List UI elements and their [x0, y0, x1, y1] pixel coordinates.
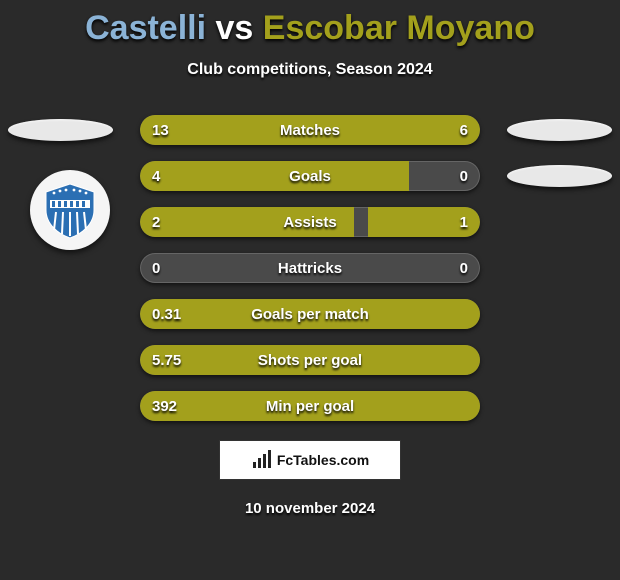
stat-bar-left	[140, 207, 354, 237]
stat-bar-left	[140, 161, 409, 191]
stat-value-left: 2	[152, 207, 160, 237]
stat-value-right: 1	[460, 207, 468, 237]
stat-bar: 392Min per goal	[140, 391, 480, 421]
player-plate-right	[507, 165, 612, 187]
stat-bar-left	[140, 115, 361, 145]
stat-bar-left	[140, 391, 480, 421]
bar-chart-icon	[251, 450, 273, 470]
stat-value-left: 5.75	[152, 345, 181, 375]
stat-row: 392Min per goal	[0, 391, 620, 421]
player-plate-left	[8, 119, 113, 141]
title-player2: Escobar Moyano	[263, 9, 535, 47]
stat-row: 40Goals	[0, 161, 620, 191]
stat-bar-left	[140, 345, 480, 375]
stat-value-left: 0.31	[152, 299, 181, 329]
stat-label: Hattricks	[140, 253, 480, 283]
watermark-text: FcTables.com	[277, 452, 369, 468]
stat-bar: 0.31Goals per match	[140, 299, 480, 329]
title-player1: Castelli	[85, 9, 206, 47]
footer-date: 10 november 2024	[0, 500, 620, 517]
stat-bar: 5.75Shots per goal	[140, 345, 480, 375]
stat-row: 21Assists	[0, 207, 620, 237]
stat-row: 5.75Shots per goal	[0, 345, 620, 375]
stat-value-left: 392	[152, 391, 177, 421]
player-plate-right	[507, 119, 612, 141]
stat-bar-left	[140, 299, 480, 329]
stat-value-left: 0	[152, 253, 160, 283]
stat-value-left: 13	[152, 115, 169, 145]
stat-value-right: 0	[460, 161, 468, 191]
stat-bar: 40Goals	[140, 161, 480, 191]
subtitle: Club competitions, Season 2024	[0, 61, 620, 79]
watermark: FcTables.com	[219, 440, 401, 480]
stat-row: 136Matches	[0, 115, 620, 145]
stat-value-right: 0	[460, 253, 468, 283]
stat-value-right: 6	[460, 115, 468, 145]
stat-bar: 21Assists	[140, 207, 480, 237]
page-title: Castelli vs Escobar Moyano	[0, 10, 620, 47]
stat-row: 0 0Hattricks	[0, 253, 620, 283]
stat-row: 0.31Goals per match	[0, 299, 620, 329]
comparison-bars: 136Matches40Goals21Assists00Hattricks0.3…	[0, 115, 620, 421]
stat-bar: 0 0Hattricks	[140, 253, 480, 283]
stat-value-left: 4	[152, 161, 160, 191]
stat-bar: 136Matches	[140, 115, 480, 145]
title-vs: vs	[216, 9, 254, 47]
